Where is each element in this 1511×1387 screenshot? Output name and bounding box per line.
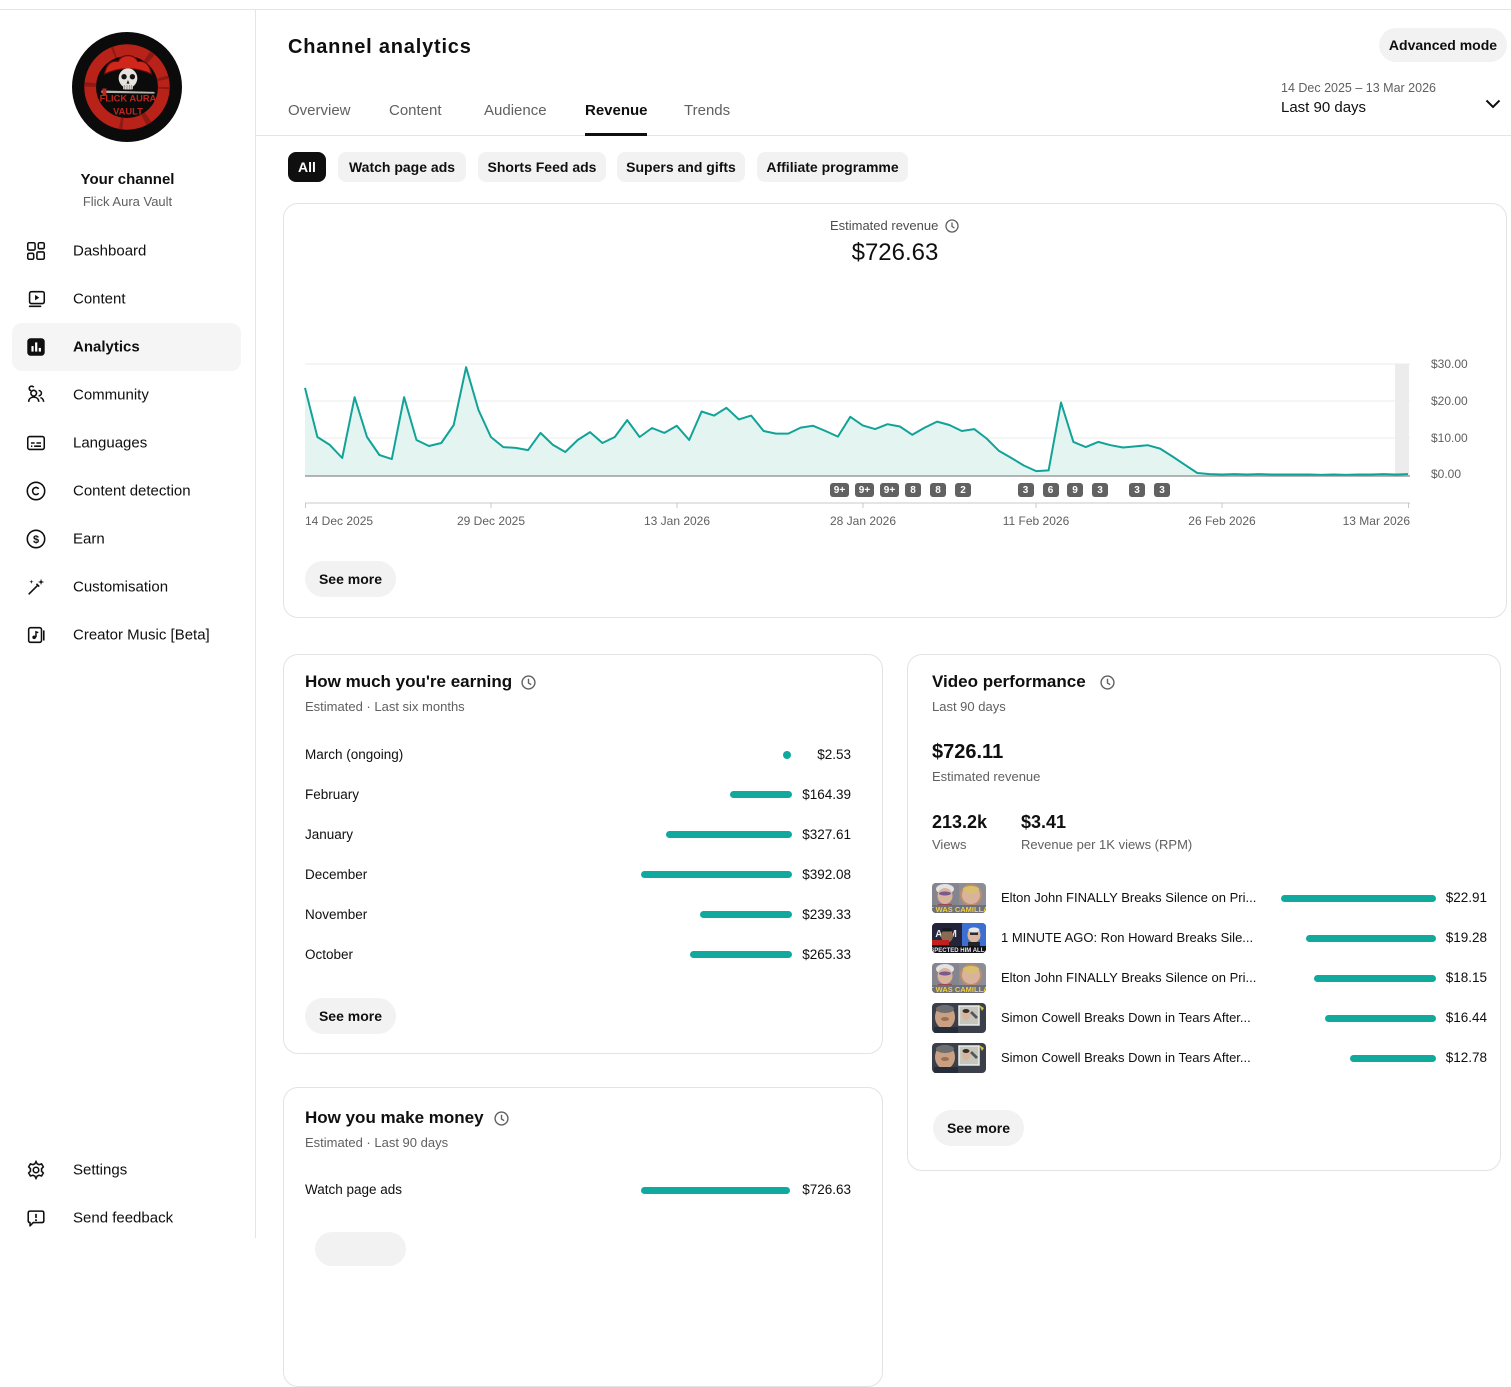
svg-text:"WE SUSPECTED HIM ALL ALONG": "WE SUSPECTED HIM ALL ALONG" <box>932 948 986 953</box>
svg-text:IT WAS CAMILLA!: IT WAS CAMILLA! <box>932 985 986 993</box>
svg-text:VAULT: VAULT <box>113 107 143 117</box>
svg-text:FLICK AURA: FLICK AURA <box>100 94 157 104</box>
svg-text:$: $ <box>33 533 39 545</box>
svg-text:IT WAS CAMILLA!: IT WAS CAMILLA! <box>932 905 986 913</box>
